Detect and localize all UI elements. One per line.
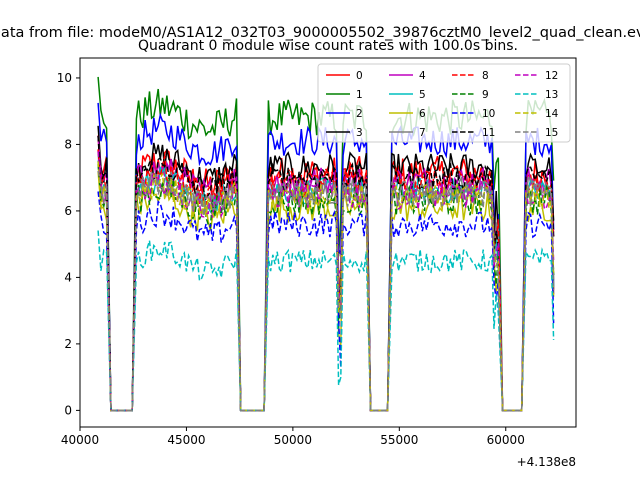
x-tick-label: 55000 <box>380 433 418 447</box>
series-line-15 <box>97 170 555 412</box>
series-layer <box>97 76 555 412</box>
legend-label-10: 10 <box>482 108 495 120</box>
series-line-12 <box>97 151 555 412</box>
series-line-9 <box>97 164 555 412</box>
series-line-10 <box>97 191 555 412</box>
legend-label-4: 4 <box>419 70 426 82</box>
x-axis: 40000 45000 50000 55000 60000 <box>61 427 525 447</box>
legend-label-12: 12 <box>545 70 558 82</box>
y-tick-label: 6 <box>64 204 72 218</box>
legend-label-5: 5 <box>419 89 426 101</box>
x-axis-offset-label: +4.138e8 <box>517 455 576 469</box>
legend-label-11: 11 <box>482 127 495 139</box>
legend-label-1: 1 <box>356 89 363 101</box>
legend-label-14: 14 <box>545 108 559 120</box>
series-line-8 <box>97 149 555 412</box>
series-line-14 <box>97 161 555 412</box>
legend-label-6: 6 <box>419 108 426 120</box>
figure-suptitle: Data from file: modeM0/AS1A12_032T03_900… <box>0 25 640 41</box>
y-axis: 0 2 4 6 8 10 <box>57 71 80 417</box>
legend-label-0: 0 <box>356 70 363 82</box>
legend-label-7: 7 <box>419 127 426 139</box>
legend-label-3: 3 <box>356 127 363 139</box>
series-line-13 <box>97 230 555 412</box>
legend-label-15: 15 <box>545 127 558 139</box>
y-tick-label: 10 <box>57 71 72 85</box>
plot-frame <box>79 57 577 428</box>
y-tick-label: 0 <box>64 403 72 417</box>
legend-label-13: 13 <box>545 89 558 101</box>
legend-label-9: 9 <box>482 89 489 101</box>
x-tick-label: 40000 <box>61 433 99 447</box>
y-tick-label: 4 <box>64 270 72 284</box>
chart-title: Quadrant 0 module wise count rates with … <box>138 38 518 54</box>
series-line-11 <box>97 135 555 412</box>
legend-box <box>317 63 571 143</box>
y-tick-label: 2 <box>64 337 72 351</box>
legend-label-8: 8 <box>482 70 489 82</box>
legend-label-2: 2 <box>356 108 363 120</box>
x-tick-label: 60000 <box>487 433 525 447</box>
y-tick-label: 8 <box>64 137 72 151</box>
x-tick-label: 45000 <box>167 433 205 447</box>
x-tick-label: 50000 <box>274 433 312 447</box>
